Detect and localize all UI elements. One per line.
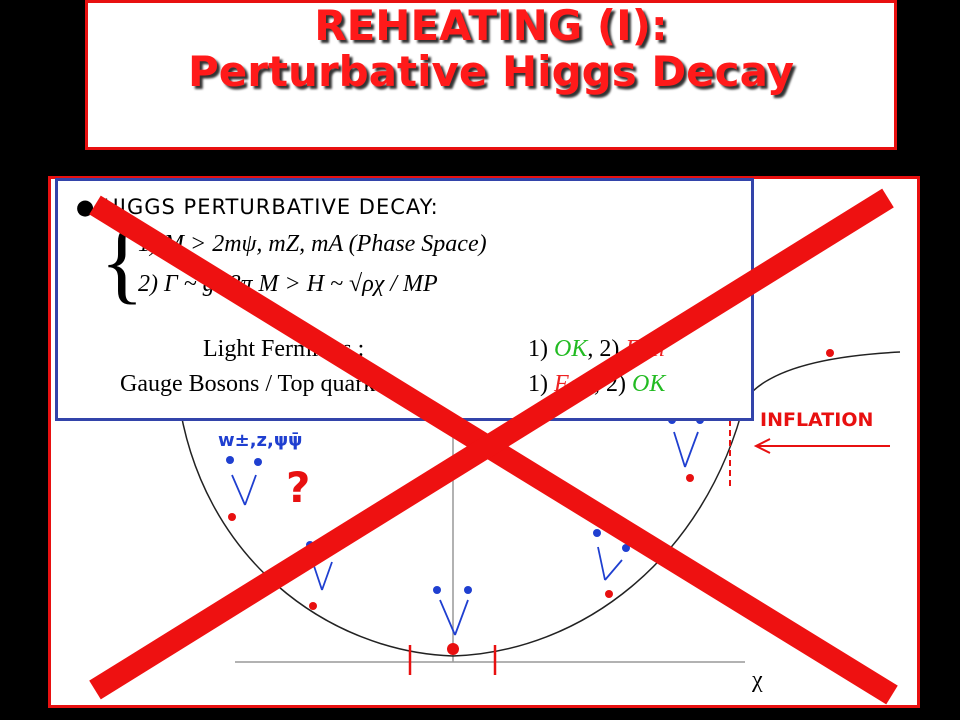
field-dots: [228, 349, 834, 655]
condition-num: 2): [138, 271, 158, 297]
row-result: 1) Fail, 2) OK: [528, 371, 665, 398]
result-part: OK: [554, 336, 588, 362]
heading-text: HIGGS PERTURBATIVE DECAY:: [103, 195, 439, 219]
title-line: Perturbative Higgs Decay: [187, 47, 794, 96]
result-part: OK: [632, 371, 666, 397]
potential-curve: [177, 351, 901, 657]
cross-stroke: [89, 188, 894, 700]
products-label: w±,z,ψψ̄: [218, 430, 302, 451]
box-heading: ● HIGGS PERTURBATIVE DECAY:: [76, 195, 439, 219]
row-label: Gauge Bosons / Top quark :: [120, 371, 388, 397]
condition: 1) M > 2mψ, mZ, mA (Phase Space): [138, 231, 487, 258]
inflation-arrow: [753, 438, 890, 454]
axis-label: χ: [751, 667, 763, 693]
inflation-label: INFLATION: [760, 409, 873, 431]
condition-text: M > 2mψ, mZ, mA (Phase Space): [164, 231, 487, 257]
title-line: REHEATING (I):: [314, 1, 668, 50]
decay-arrows: [231, 431, 699, 636]
field-ticks: [408, 645, 497, 675]
question-mark: ?: [286, 463, 310, 512]
result-part: 1): [528, 371, 554, 397]
title-box: REHEATING (I): Perturbative Higgs Decay: [85, 0, 897, 150]
result-part: 1): [528, 336, 554, 362]
